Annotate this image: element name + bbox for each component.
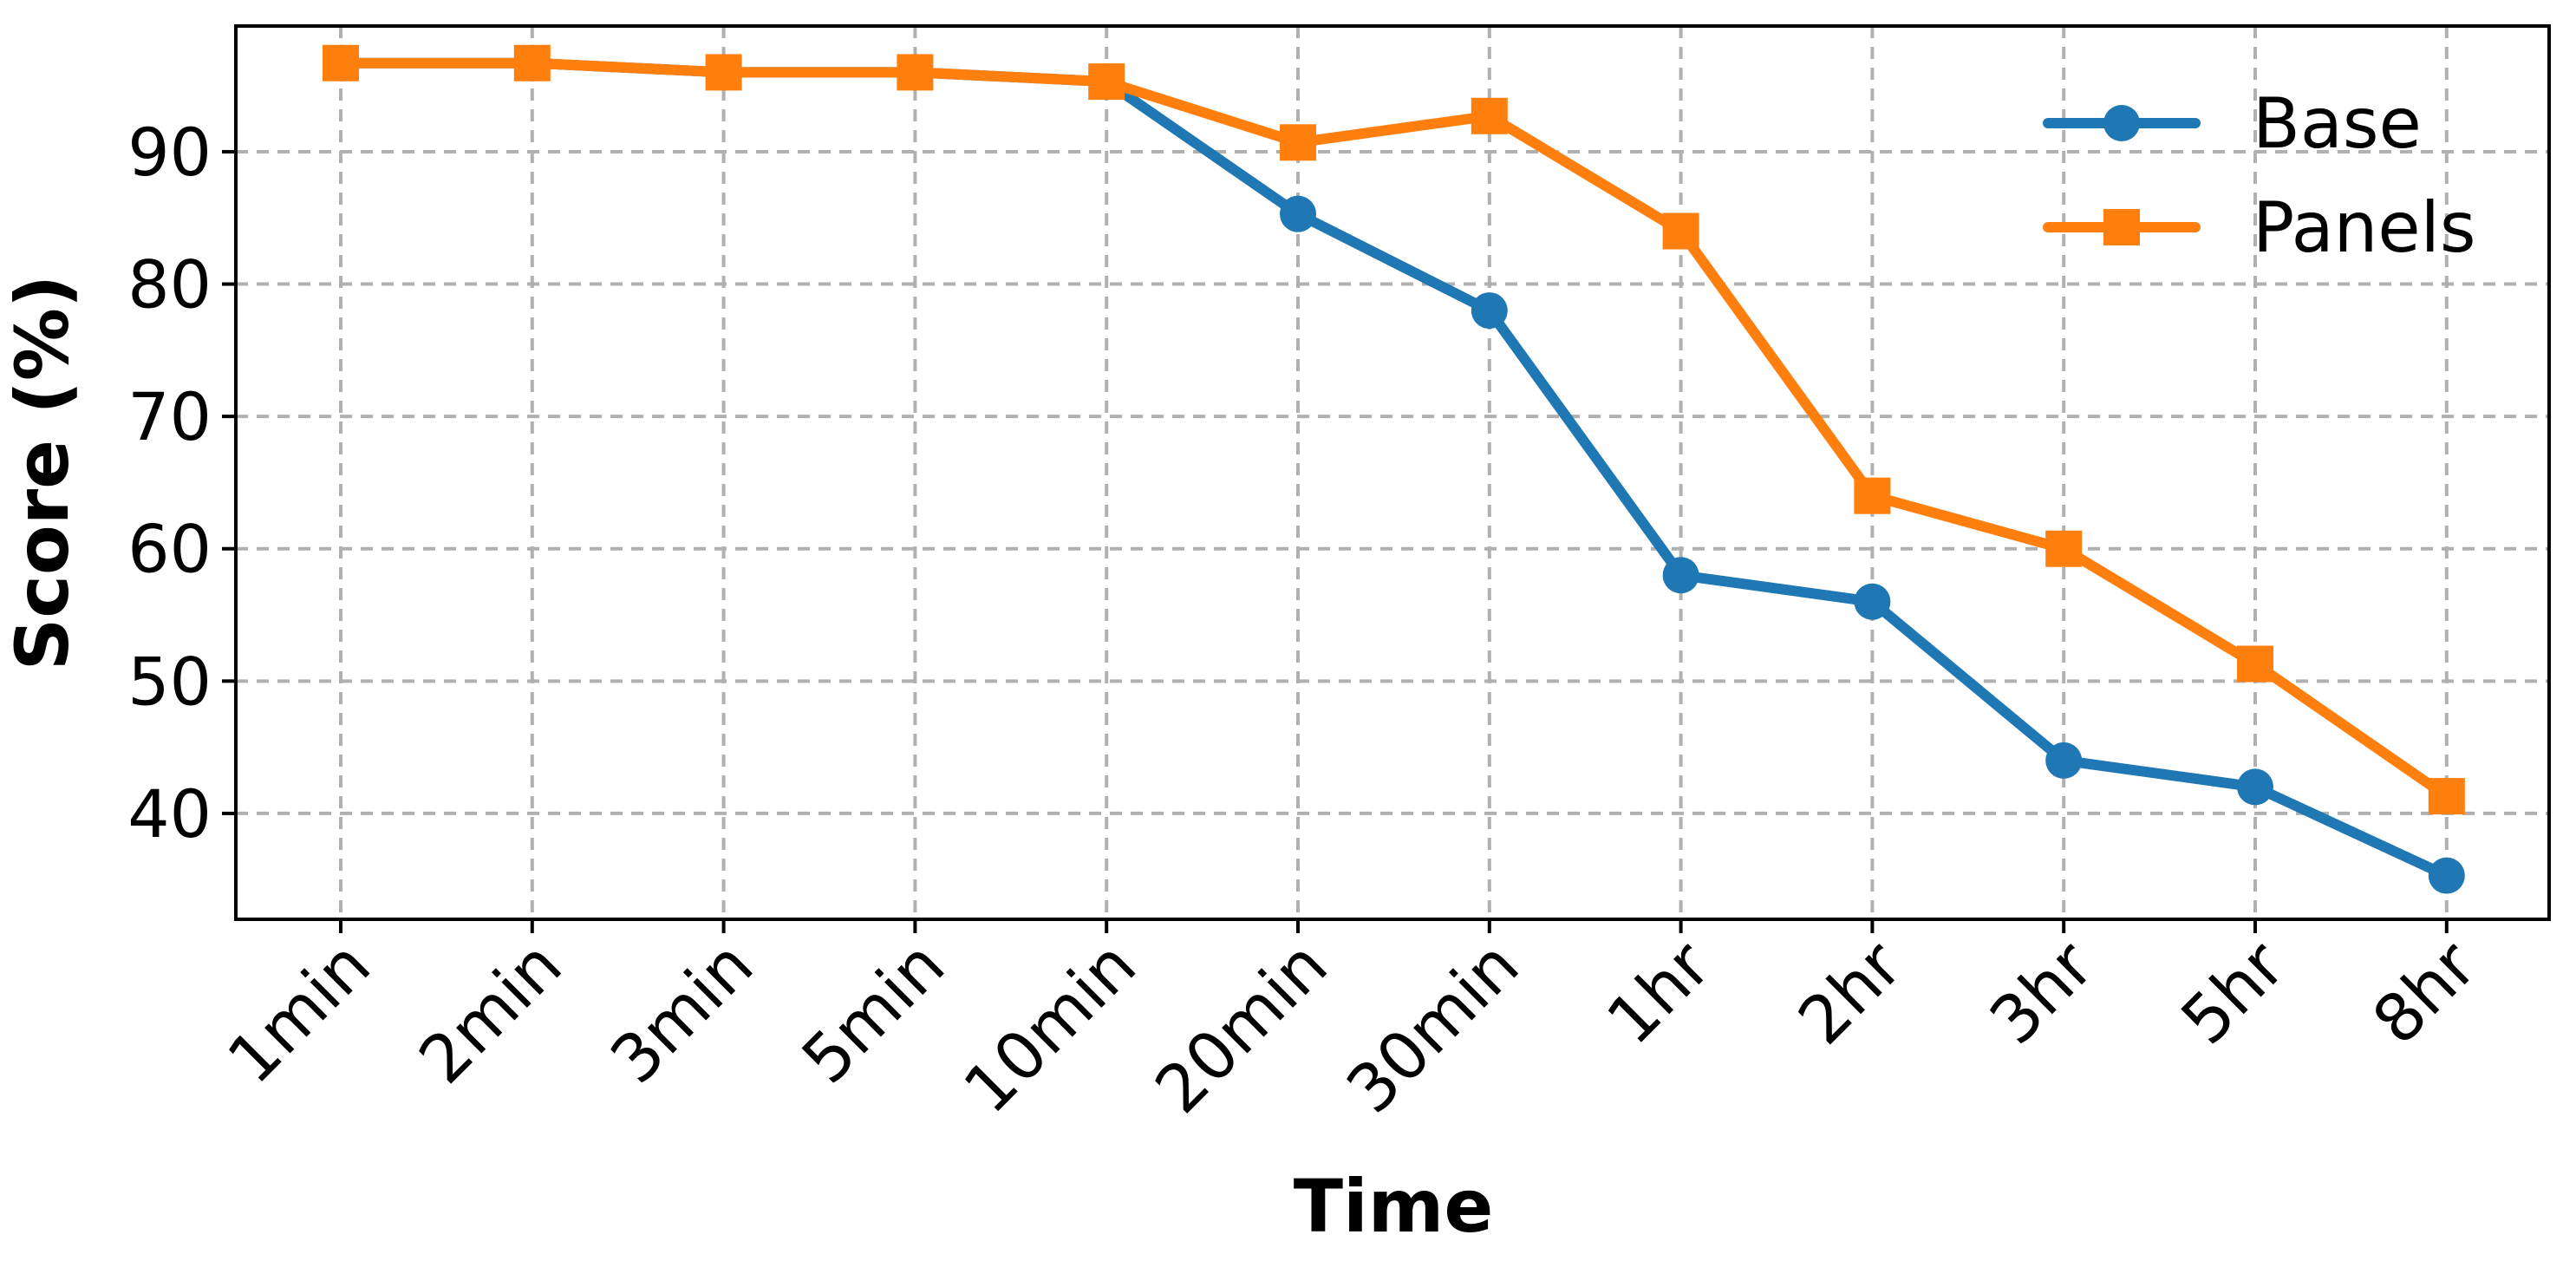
data-point-panels — [897, 54, 934, 91]
y-axis-title: Score (%) — [0, 275, 85, 671]
legend-label-panels: Panels — [2253, 187, 2476, 268]
data-point-base — [1854, 583, 1891, 620]
data-point-base — [1662, 557, 1699, 594]
data-point-panels — [705, 54, 742, 91]
y-axis-ticks: 40 50 60 70 80 90 — [127, 114, 236, 853]
data-point-panels — [323, 44, 359, 82]
y-tick-label: 80 — [127, 246, 212, 323]
y-tick-label: 40 — [127, 775, 212, 853]
series-line-panels — [336, 57, 2452, 802]
y-tick-label: 60 — [127, 511, 212, 588]
data-point-base — [1280, 195, 1316, 232]
data-point-base — [2045, 742, 2083, 779]
data-point-panels — [513, 44, 551, 82]
data-point-base — [2428, 857, 2465, 894]
data-point-base — [1471, 292, 1508, 330]
data-point-panels — [1280, 124, 1316, 161]
y-tick-label: 70 — [127, 378, 212, 455]
y-tick-label: 50 — [127, 643, 212, 720]
data-point-panels — [2045, 530, 2083, 567]
plot-frame — [234, 24, 2551, 921]
data-point-panels — [2237, 645, 2273, 683]
legend-item-base: Base — [2043, 83, 2422, 164]
legend-item-panels: Panels — [2043, 187, 2476, 268]
legend-marker-base — [2103, 105, 2140, 141]
data-point-panels — [1471, 97, 1508, 134]
y-tick-label: 90 — [127, 114, 212, 191]
x-axis-title: Time — [1294, 1164, 1494, 1249]
legend: Base Panels — [2043, 83, 2476, 268]
data-point-panels — [1662, 212, 1699, 250]
legend-label-base: Base — [2253, 83, 2422, 164]
grid-lines — [236, 26, 2549, 919]
data-point-panels — [2428, 778, 2465, 815]
series-lines — [323, 44, 2465, 894]
data-point-panels — [1854, 477, 1891, 514]
legend-marker-panels — [2103, 209, 2140, 245]
data-point-base — [2237, 768, 2273, 806]
data-point-panels — [1088, 63, 1125, 101]
